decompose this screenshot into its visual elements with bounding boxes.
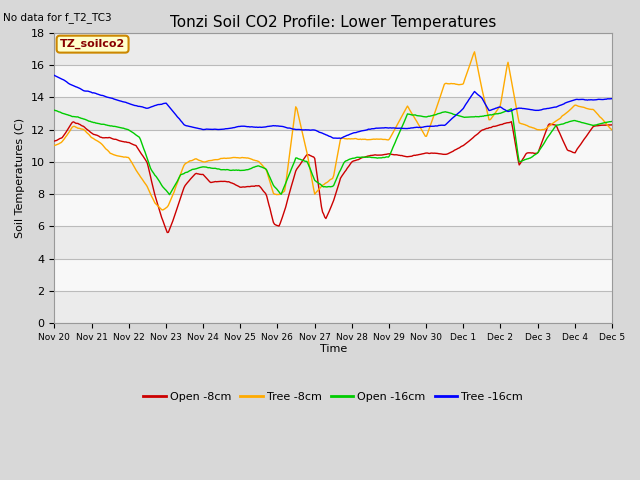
Bar bbox=[54, 291, 612, 324]
Bar bbox=[54, 194, 612, 227]
Y-axis label: Soil Temperatures (C): Soil Temperatures (C) bbox=[15, 118, 25, 238]
Legend: Open -8cm, Tree -8cm, Open -16cm, Tree -16cm: Open -8cm, Tree -8cm, Open -16cm, Tree -… bbox=[139, 387, 527, 406]
Title: Tonzi Soil CO2 Profile: Lower Temperatures: Tonzi Soil CO2 Profile: Lower Temperatur… bbox=[170, 15, 497, 30]
Bar bbox=[54, 227, 612, 259]
Bar bbox=[54, 0, 612, 33]
Bar bbox=[54, 97, 612, 130]
Bar bbox=[54, 259, 612, 291]
Text: No data for f_T2_TC3: No data for f_T2_TC3 bbox=[3, 12, 112, 23]
Text: TZ_soilco2: TZ_soilco2 bbox=[60, 39, 125, 49]
X-axis label: Time: Time bbox=[319, 344, 347, 354]
Bar bbox=[54, 65, 612, 97]
Bar bbox=[54, 33, 612, 65]
Bar bbox=[54, 162, 612, 194]
Bar bbox=[54, 130, 612, 162]
